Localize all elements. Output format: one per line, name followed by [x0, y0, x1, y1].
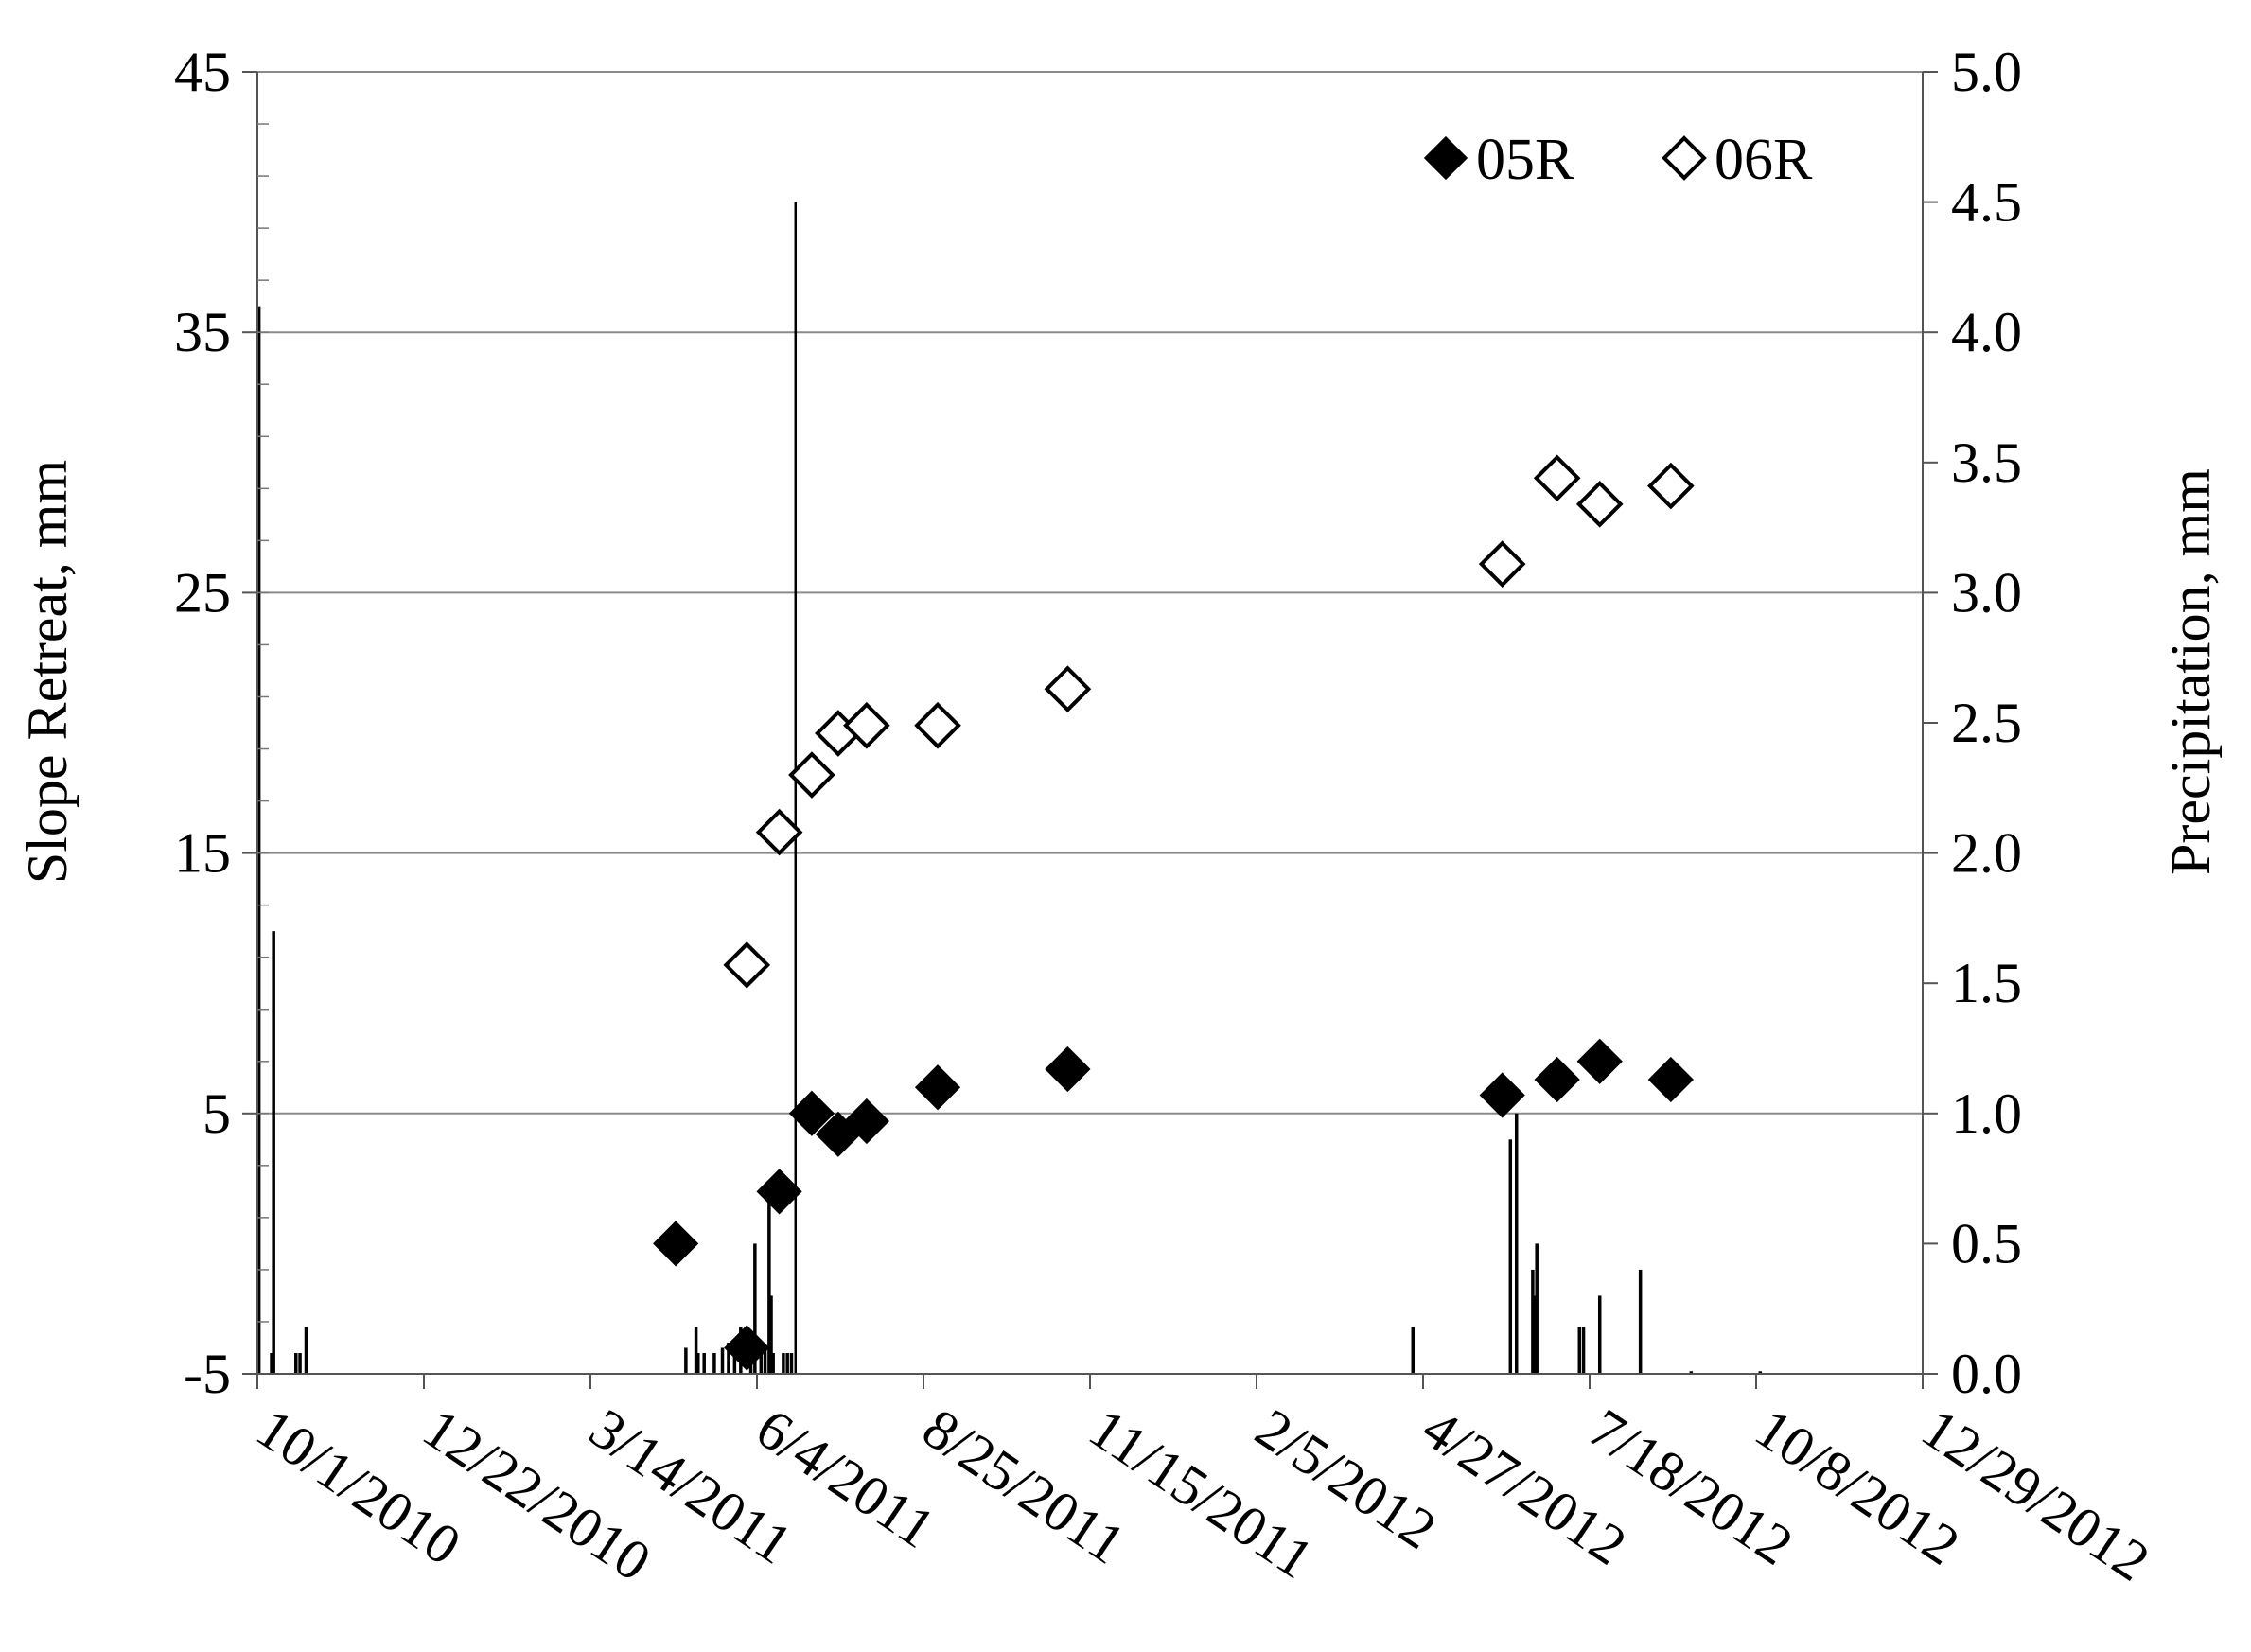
y-tick-label: -5 — [184, 1343, 231, 1405]
legend-05r-marker — [1423, 135, 1468, 181]
data-markers — [653, 454, 1695, 1371]
y2-tick-label: 0.0 — [1951, 1343, 2022, 1405]
precipitation-bar — [270, 1352, 273, 1374]
legend-06r-marker — [1662, 135, 1707, 181]
point-05r — [788, 1090, 835, 1136]
precipitation-bar — [1508, 1139, 1513, 1374]
point-05r — [756, 1169, 802, 1215]
precipitation-bar — [1533, 1295, 1537, 1374]
y2-tick-label: 1.5 — [1951, 952, 2022, 1014]
precipitation-bar — [1577, 1327, 1582, 1374]
y-tick-label: 15 — [174, 822, 231, 885]
precipitation-bar — [1531, 1269, 1535, 1374]
point-05r — [1647, 1056, 1694, 1103]
precipitation-bar — [257, 306, 261, 1375]
point-05r — [1045, 1046, 1091, 1093]
precipitation-bar — [712, 1352, 716, 1374]
precipitation-bar — [794, 202, 798, 1375]
y2-tick-label: 2.5 — [1951, 692, 2022, 754]
precipitation-bar — [294, 1352, 298, 1374]
point-06r — [1647, 462, 1695, 510]
precipitation-bar — [1581, 1327, 1586, 1374]
point-06r — [723, 941, 771, 989]
precipitation-bar — [1597, 1295, 1602, 1374]
y2-tick-label: 3.5 — [1951, 431, 2022, 494]
precipitation-bar — [763, 1347, 767, 1374]
precipitation-bar — [759, 1352, 764, 1374]
point-05r — [1534, 1056, 1580, 1103]
point-05r — [1479, 1072, 1525, 1118]
precipitation-bar — [753, 1243, 757, 1374]
precipitation-bar — [696, 1352, 700, 1374]
legend-06r-label: 06R — [1715, 128, 1813, 192]
precipitation-bar — [1689, 1371, 1694, 1374]
y-tick-label: 45 — [174, 41, 231, 103]
point-05r — [653, 1221, 699, 1267]
point-06r — [1044, 665, 1092, 713]
precipitation-bar — [727, 1342, 730, 1374]
precipitation-bar — [1535, 1243, 1539, 1374]
y2-tick-label: 4.0 — [1951, 301, 2022, 363]
point-05r — [843, 1098, 890, 1145]
precipitation-bar — [694, 1327, 698, 1374]
point-06r — [1478, 540, 1526, 588]
point-06r — [914, 701, 961, 749]
precipitation-bar — [684, 1347, 688, 1374]
precipitation-bar — [304, 1327, 308, 1374]
gridlines — [257, 71, 1923, 1115]
point-05r — [914, 1064, 961, 1111]
y-axis-label: Slope Retreat, mm — [16, 460, 79, 884]
precipitation-bar — [1411, 1327, 1416, 1374]
y2-tick-label: 1.0 — [1951, 1082, 2022, 1145]
precipitation-bar — [782, 1352, 785, 1374]
precipitation-bar — [771, 1352, 775, 1374]
legend-05r-label: 05R — [1476, 128, 1574, 192]
axes — [242, 71, 1938, 1389]
precipitation-bar — [272, 931, 275, 1374]
y-tick-label: 5 — [202, 1082, 231, 1145]
y2-axis-label: Precipitation, mm — [2159, 468, 2222, 875]
y2-tick-label: 5.0 — [1951, 41, 2022, 103]
point-05r — [724, 1325, 770, 1371]
precipitation-bars — [257, 202, 1763, 1375]
precipitation-bar — [785, 1352, 789, 1374]
y-tick-label: 25 — [174, 561, 231, 624]
precipitation-bar — [298, 1352, 302, 1374]
precipitation-bar — [702, 1352, 706, 1374]
y2-tick-label: 2.0 — [1951, 822, 2022, 885]
point-05r — [1576, 1038, 1623, 1084]
point-06r — [755, 808, 803, 856]
precipitation-bar — [769, 1295, 773, 1374]
precipitation-bar — [767, 1191, 771, 1374]
precipitation-bar — [789, 1352, 794, 1374]
precipitation-bar — [1514, 1113, 1519, 1374]
y2-tick-label: 0.5 — [1951, 1212, 2022, 1274]
precipitation-bar — [1638, 1269, 1643, 1374]
precipitation-bar — [720, 1347, 725, 1374]
point-06r — [788, 751, 835, 799]
y2-tick-label: 4.5 — [1951, 171, 2022, 234]
point-06r — [843, 701, 890, 749]
precipitation-bar — [732, 1352, 737, 1374]
y2-tick-label: 3.0 — [1951, 561, 2022, 624]
precipitation-bar — [1758, 1371, 1763, 1374]
point-06r — [1575, 481, 1624, 528]
point-06r — [1533, 454, 1581, 502]
legend: 05R 06R — [1423, 128, 1813, 192]
y-tick-label: 35 — [174, 301, 231, 363]
